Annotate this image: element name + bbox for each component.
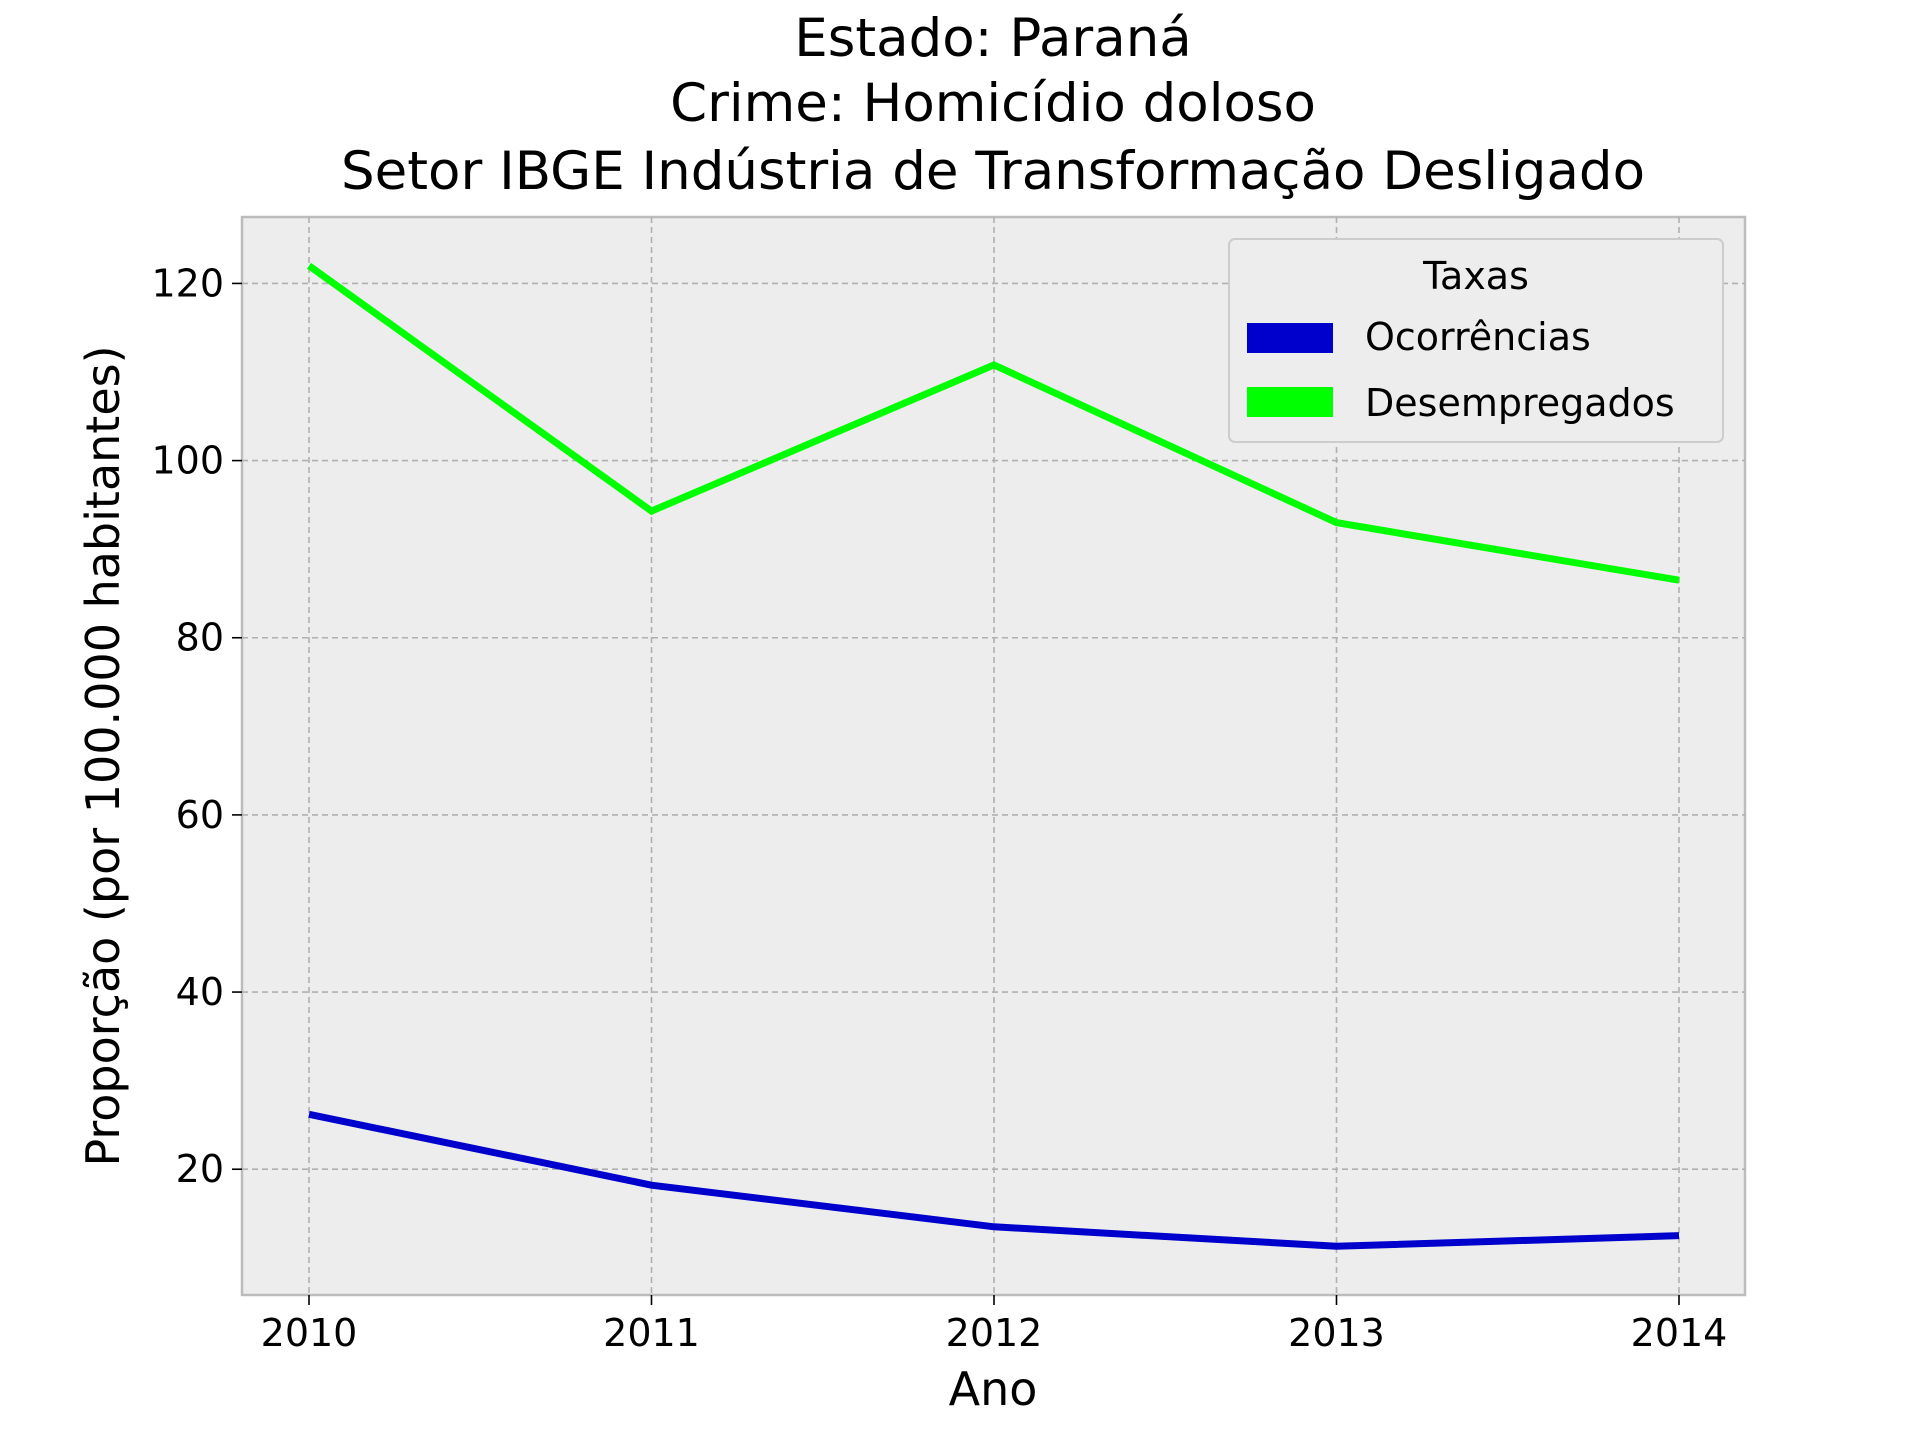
series-lines [306, 262, 1680, 1250]
legend-box [1228, 238, 1724, 443]
series-line-desempregados [306, 262, 1680, 584]
legend-swatch-desempregados [1247, 387, 1333, 417]
y-tick-label: 20 [176, 1147, 224, 1191]
series-line-ocorrencias [308, 1110, 1680, 1250]
legend-label-ocorrencias: Ocorrências [1365, 315, 1591, 359]
x-tick-label: 2010 [261, 1311, 358, 1355]
chart-title-line-1: Estado: Paraná [794, 8, 1192, 69]
y-tick-label: 60 [176, 793, 224, 837]
y-tick-label: 40 [176, 970, 224, 1014]
x-axis-ticks: 2010 2011 2012 2013 2014 [261, 1295, 1728, 1355]
y-tick-label: 100 [151, 439, 224, 483]
legend-swatch-ocorrencias [1247, 323, 1333, 353]
y-tick-label: 120 [151, 261, 224, 305]
legend: Taxas Ocorrências Desempregados [1228, 238, 1724, 443]
legend-title: Taxas [1422, 254, 1529, 298]
legend-label-desempregados: Desempregados [1365, 381, 1675, 425]
x-tick-label: 2011 [603, 1311, 700, 1355]
x-tick-label: 2013 [1288, 1311, 1385, 1355]
y-axis-ticks: 20 40 60 80 100 120 [151, 261, 242, 1191]
y-axis-label: Proporção (por 100.000 habitantes) [76, 345, 130, 1166]
x-tick-label: 2014 [1631, 1311, 1728, 1355]
x-tick-label: 2012 [946, 1311, 1043, 1355]
chart-title-line-2: Crime: Homicídio doloso [670, 73, 1316, 134]
x-axis-label: Ano [949, 1362, 1038, 1416]
chart-title-line-3: Setor IBGE Indústria de Transformação De… [341, 141, 1645, 202]
y-tick-label: 80 [176, 616, 224, 660]
